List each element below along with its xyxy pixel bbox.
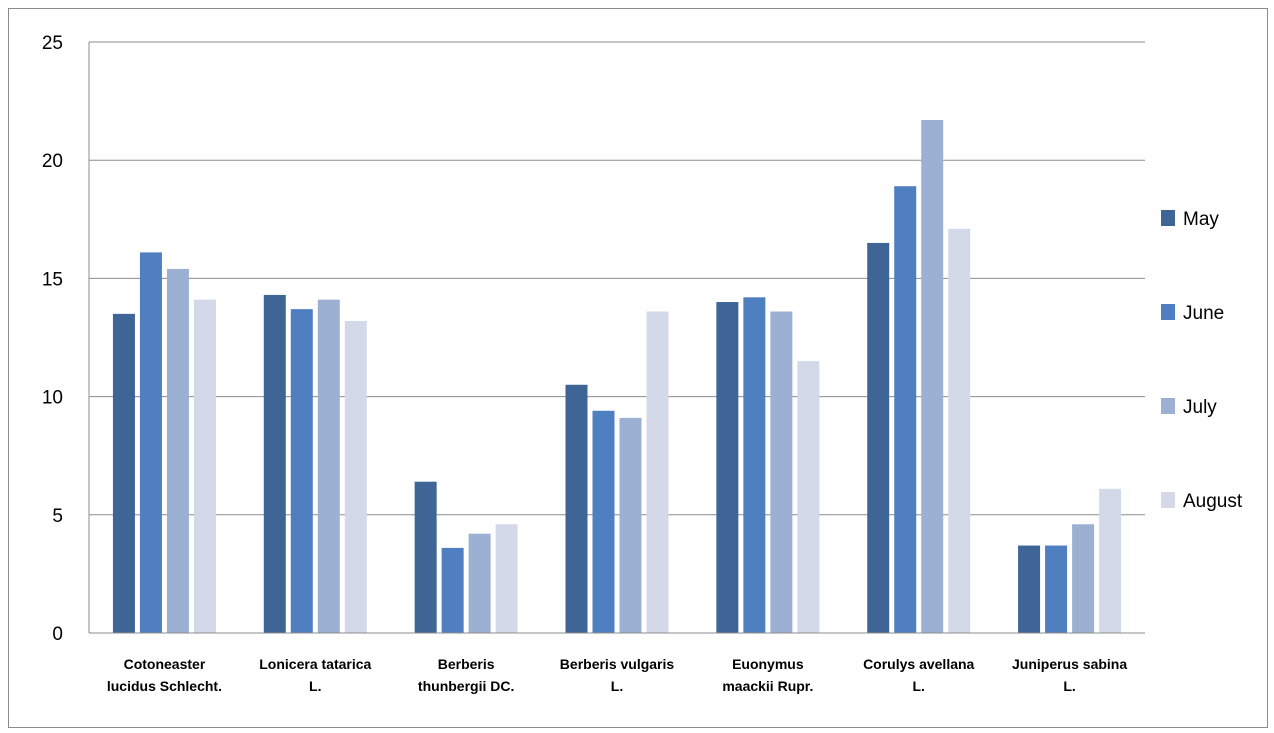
bar-may-2 [414,481,437,633]
bar-august-1 [344,320,367,633]
bar-july-6 [1072,524,1095,633]
bar-august-6 [1099,488,1122,633]
bar-july-5 [921,120,944,633]
bar-august-2 [495,524,518,633]
x-tick-label: Lonicera tatarica [259,656,371,672]
x-tick-label: L. [309,678,321,694]
x-tick-label: Juniperus sabina [1012,656,1127,672]
chart-frame: 0 5 10 15 20 25 Cotoneaster lucidus Schlecht. L… [8,8,1268,728]
legend-swatch-june [1161,304,1175,320]
x-tick-label: Euonymus [732,656,804,672]
y-tick-label: 10 [42,388,63,409]
bar-july-2 [468,533,491,633]
x-axis-ticks: Cotoneaster lucidus Schlecht. Lonicera tat… [107,656,1127,694]
legend-swatch-may [1161,210,1175,226]
bar-june-3 [592,410,615,633]
x-tick-label: maackii Rupr. [722,678,813,694]
y-tick-label: 15 [42,269,63,290]
x-tick-label: Cotoneaster [124,656,206,672]
x-tick-label: L. [611,678,623,694]
gridlines [89,41,1145,516]
y-axis-ticks: 0 5 10 15 20 25 [42,33,63,645]
legend-label-july: July [1183,397,1217,418]
bar-july-4 [770,311,793,633]
legend-swatch-july [1161,398,1175,414]
legend-label-may: May [1183,209,1219,230]
bar-may-5 [867,242,890,633]
legend: May June July August [1161,209,1243,512]
bar-june-4 [743,297,766,633]
bar-may-1 [263,294,286,633]
bar-august-3 [646,311,669,633]
x-tick-label: lucidus Schlecht. [107,678,222,694]
bar-june-0 [139,252,162,633]
bar-chart: 0 5 10 15 20 25 Cotoneaster lucidus Schlecht. L… [42,33,1243,694]
bar-august-4 [797,361,820,633]
bar-july-0 [166,268,189,633]
x-tick-label: thunbergii DC. [418,678,514,694]
legend-label-august: August [1183,491,1243,512]
x-tick-label: Berberis vulgaris [560,656,675,672]
bar-may-6 [1018,545,1041,633]
x-tick-label: Berberis [438,656,495,672]
bar-may-0 [112,313,135,633]
bar-july-3 [619,417,642,633]
bar-may-3 [565,384,588,633]
bar-june-6 [1045,545,1068,633]
legend-label-june: June [1183,303,1224,324]
y-tick-label: 20 [42,151,63,172]
y-tick-label: 25 [42,33,63,54]
y-tick-label: 0 [52,624,63,645]
axes [88,42,1145,634]
bars [112,120,1122,634]
bar-may-4 [716,302,739,633]
bar-june-1 [290,309,313,633]
bar-june-5 [894,186,917,634]
y-tick-label: 5 [52,506,63,527]
bar-august-5 [948,228,971,634]
bar-august-0 [193,299,216,633]
x-tick-label: L. [1063,678,1075,694]
x-tick-label: L. [912,678,924,694]
bar-june-2 [441,547,464,633]
legend-swatch-august [1161,492,1175,508]
x-tick-label: Corulys avellana [863,656,974,672]
bar-july-1 [317,299,340,633]
